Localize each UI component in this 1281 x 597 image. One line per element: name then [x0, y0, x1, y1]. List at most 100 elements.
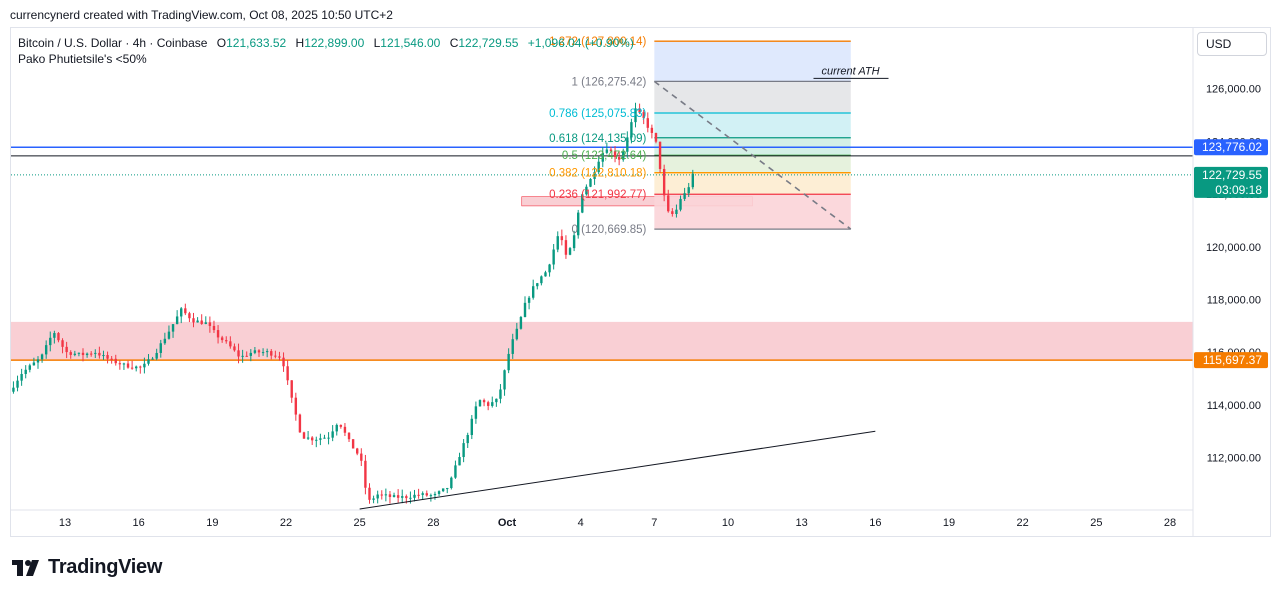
candle-body [32, 362, 36, 366]
candle-body [388, 494, 392, 497]
candle-body [167, 331, 171, 339]
price-tick-label: 126,000.00 [1206, 84, 1261, 96]
candle-body [630, 122, 633, 138]
tradingview-logo-icon [12, 559, 39, 576]
candle-body [237, 350, 240, 357]
candle-body [331, 431, 334, 438]
candle-body [216, 330, 220, 338]
candle-body [671, 211, 674, 214]
candle-body [253, 350, 257, 353]
candle-body [503, 370, 506, 390]
candle-body [106, 355, 109, 359]
candle-body [85, 353, 89, 356]
candle-body [364, 460, 367, 488]
time-axis: 13 16 19 22 25 28 Oct 4 7 10 13 16 19 22 25 28 [11, 509, 1193, 529]
candle-body [200, 320, 203, 324]
candle-body [356, 448, 359, 454]
fib-band-0.5 [654, 155, 851, 173]
trend-line-0 [359, 430, 876, 510]
candle-body [315, 439, 318, 441]
candle-body [175, 316, 179, 325]
candle-body [118, 363, 122, 365]
candle-body [306, 437, 310, 439]
candle-body [77, 352, 81, 354]
candle-body [691, 173, 695, 188]
fib-label-0: 0 (120,669.85) [572, 224, 647, 236]
candle-body [36, 359, 40, 363]
zone-0 [11, 321, 1193, 361]
open-label: O [216, 36, 227, 50]
fib-label-0.5: 0.5 (123,472.64) [562, 150, 647, 162]
time-tick-label: 16 [133, 517, 145, 529]
candle-body [478, 400, 482, 407]
candle-body [188, 313, 191, 319]
candle-body [24, 369, 27, 374]
candle-body [376, 494, 379, 499]
candle-body [638, 108, 641, 113]
chart-credit: currencynerd created with TradingView.co… [10, 8, 393, 22]
price-tick-label: 120,000.00 [1206, 242, 1261, 254]
candle-body [155, 352, 158, 359]
candle-body [135, 366, 138, 369]
candle-body [110, 358, 113, 360]
candle-body [405, 496, 408, 499]
candle-body [28, 365, 32, 370]
candle-body [662, 168, 666, 196]
candle-body [437, 491, 441, 494]
time-tick-label: 13 [796, 517, 808, 529]
candle-body [548, 264, 551, 273]
tradingview-wordmark: TradingView [48, 556, 163, 578]
candle-body [441, 488, 445, 492]
open-value: 121,633.52 [226, 36, 287, 50]
fib-band-0.236 [654, 194, 851, 230]
candle-body [491, 402, 494, 406]
candle-body [274, 355, 277, 357]
candle-body [220, 337, 224, 341]
symbol-name: Bitcoin / U.S. Dollar · 4h · Coinbase [18, 36, 208, 50]
time-tick-label: 19 [206, 517, 218, 529]
candle-body [368, 487, 371, 500]
candle-body [245, 355, 248, 357]
candle-body [225, 340, 228, 342]
trend-lines [359, 80, 876, 510]
price-tag-box [1194, 139, 1268, 156]
candle-body [450, 477, 453, 489]
candle-body [204, 322, 207, 324]
candle-body [380, 494, 383, 496]
candle-body [130, 367, 134, 369]
candle-body [593, 172, 596, 179]
candle-body [486, 402, 490, 406]
fib-band-0.786 [654, 112, 851, 138]
candle-body [413, 494, 416, 498]
candle-body [282, 357, 285, 367]
price-tick-label: 112,000.00 [1207, 453, 1261, 465]
candle-body [360, 453, 363, 461]
candle-body [581, 194, 584, 213]
candle-body [429, 495, 433, 497]
time-tick-label: 19 [943, 517, 955, 529]
fib-band-1.272 [654, 41, 851, 82]
time-tick-label: 13 [59, 517, 71, 529]
candle-body [679, 198, 682, 210]
candle-body [409, 497, 412, 499]
candle-body [310, 437, 314, 441]
candle-body [372, 498, 375, 500]
candle-body [327, 437, 330, 439]
candle-body [433, 493, 437, 496]
candle-body [511, 339, 514, 354]
candles [12, 102, 695, 504]
candle-body [319, 438, 322, 440]
currency-selector[interactable]: USD [1197, 32, 1267, 56]
tradingview-logo[interactable]: TradingView [12, 556, 162, 579]
candle-body [446, 488, 449, 490]
candle-body [265, 351, 269, 353]
time-tick-label: 16 [869, 517, 881, 529]
candle-body [401, 496, 404, 498]
chart-frame [10, 27, 1271, 537]
price-tag-label: 115,697.37 [1203, 353, 1262, 367]
candle-body [180, 308, 183, 317]
indicator-label[interactable]: Pako Phutietsile's <50% [18, 52, 147, 66]
candle-body [122, 363, 126, 365]
candle-body [540, 276, 543, 284]
